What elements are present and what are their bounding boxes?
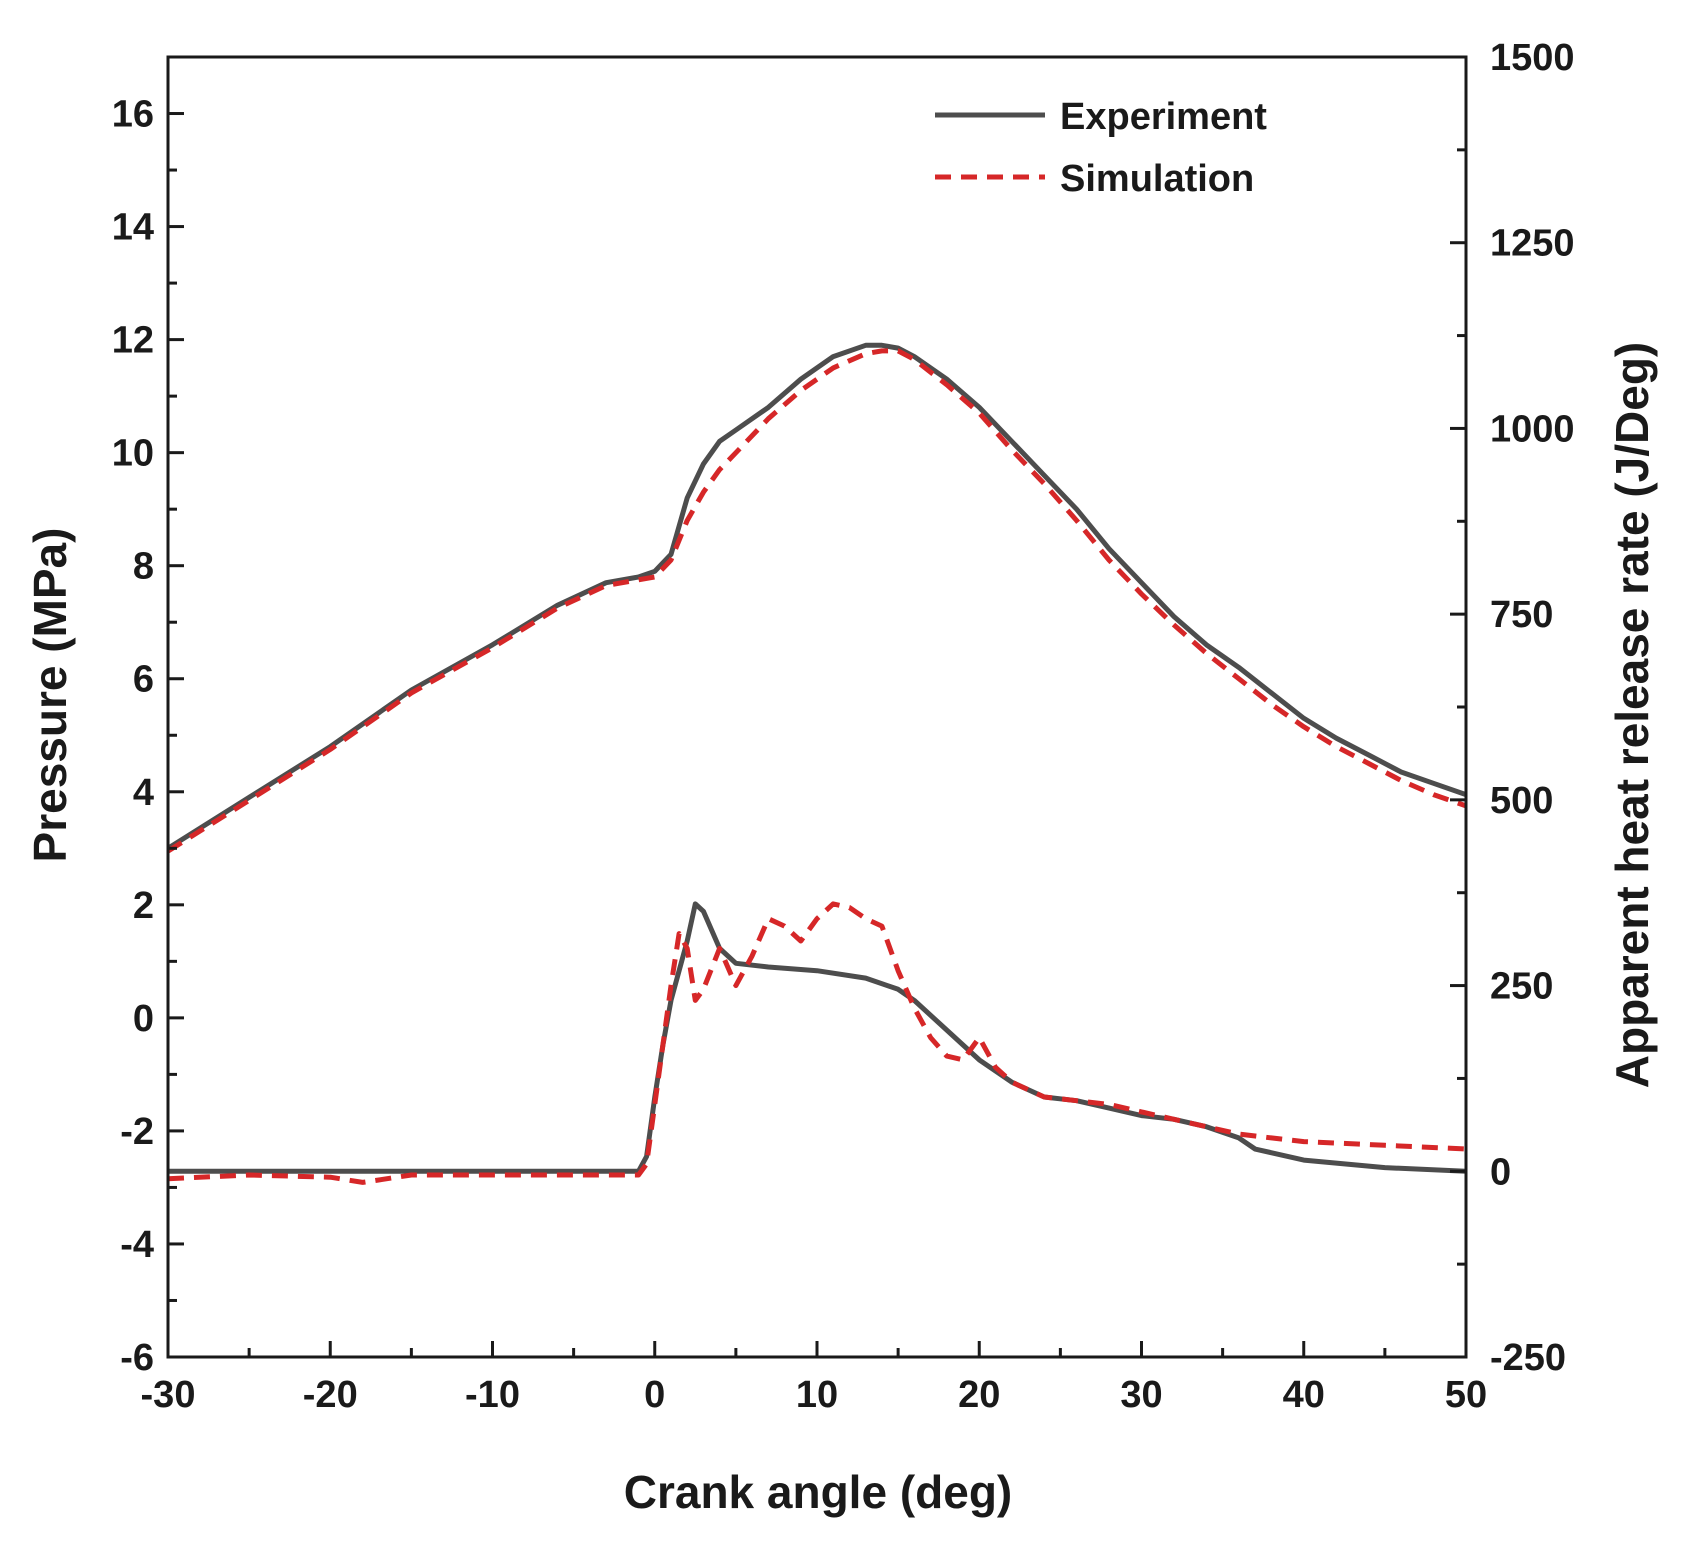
legend: Experiment Simulation: [935, 96, 1267, 200]
simulation-pressure-line: [168, 348, 1466, 854]
x-tick-label: 50: [1445, 1374, 1487, 1416]
y-left-tick-label: 16: [112, 94, 154, 136]
y-axis-right-title: Apparent heat release rate (J/Deg): [1606, 342, 1658, 1089]
x-tick-label: -30: [141, 1374, 196, 1416]
y-right-tick-label: 0: [1490, 1151, 1511, 1193]
y-left-tick-label: 10: [112, 433, 154, 475]
y-left-tick-label: 0: [133, 998, 154, 1040]
y-right-tick-label: 750: [1490, 594, 1553, 636]
x-tick-label: -20: [303, 1374, 358, 1416]
y-left-tick-label: 8: [133, 546, 154, 588]
y-right-tick-label: 1250: [1490, 223, 1575, 265]
y-left-tick-label: 6: [133, 659, 154, 701]
y-right-tick-label: -250: [1490, 1337, 1566, 1379]
x-tick-label: 40: [1283, 1374, 1325, 1416]
y-right-tick-label: 500: [1490, 780, 1553, 822]
y-left-tick-label: 14: [112, 207, 154, 249]
y-right-tick-label: 1000: [1490, 408, 1575, 450]
legend-label-experiment: Experiment: [1060, 96, 1267, 138]
x-tick-label: -10: [465, 1374, 520, 1416]
y-left-tick-label: -2: [120, 1111, 154, 1153]
x-tick-label: 20: [958, 1374, 1000, 1416]
axis-ticks: [166, 55, 1468, 1359]
y-left-tick-label: 4: [133, 772, 154, 814]
y-left-tick-label: -4: [120, 1224, 154, 1266]
x-axis-title: Crank angle (deg): [624, 1466, 1013, 1518]
simulation-heat-release-line: [168, 901, 1466, 1185]
x-tick-label: 30: [1120, 1374, 1162, 1416]
y-right-tick-label: 250: [1490, 966, 1553, 1008]
x-tick-label: 0: [644, 1374, 665, 1416]
y-left-tick-label: 2: [133, 885, 154, 927]
y-axis-left-title: Pressure (MPa): [24, 528, 76, 863]
experiment-heat-release-line: [168, 901, 1466, 1174]
series-group: [168, 342, 1466, 1185]
legend-label-simulation: Simulation: [1060, 158, 1254, 200]
experiment-pressure-line: [168, 342, 1466, 851]
plot-frame: [166, 55, 1468, 1359]
x-tick-label: 10: [796, 1374, 838, 1416]
y-left-tick-label: -6: [120, 1337, 154, 1379]
tick-labels: -30 -20 -10 0 10 20 30 40 50-6-4-20246810121416-…: [112, 37, 1575, 1416]
y-right-tick-label: 1500: [1490, 37, 1575, 79]
y-left-tick-label: 12: [112, 320, 154, 362]
